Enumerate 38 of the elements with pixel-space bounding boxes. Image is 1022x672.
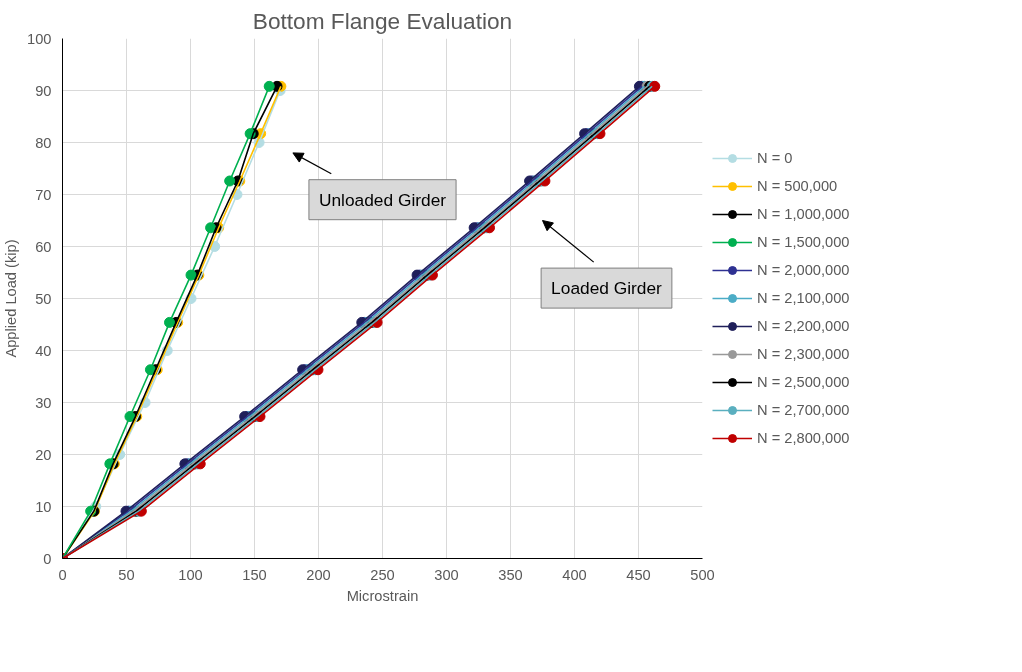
x-tick-label: 50 [118,566,135,583]
annotation: Unloaded Girder [318,189,447,210]
legend-label: N = 500,000 [757,178,838,194]
legend-label: N = 0 [757,150,793,166]
legend-label: N = 2,300,000 [757,346,850,362]
legend-label: N = 2,800,000 [757,430,850,446]
y-tick-label: 10 [35,498,52,515]
y-axis-title: Applied Load (kip) [3,239,20,358]
y-tick-label: 0 [43,550,52,567]
legend-label: N = 2,200,000 [757,318,850,334]
y-tick-label: 60 [35,238,52,255]
y-tick-label: 90 [35,82,52,99]
y-tick-label: 30 [35,394,52,411]
x-tick-label: 500 [690,566,715,583]
chart-title: Bottom Flange Evaluation [252,7,513,34]
x-tick-label: 300 [434,566,459,583]
legend-label: N = 2,100,000 [757,290,850,306]
legend-label: N = 1,500,000 [757,234,850,250]
legend-label: N = 2,700,000 [757,402,850,418]
x-tick-label: 0 [58,566,67,583]
x-tick-label: 450 [626,566,651,583]
legend-label: N = 2,500,000 [757,374,850,390]
y-tick-label: 50 [35,290,52,307]
annotation: Loaded Girder [551,278,663,299]
y-tick-label: 100 [27,30,52,47]
x-tick-label: 200 [306,566,331,583]
x-axis-title: Microstrain [346,587,419,604]
x-tick-label: 400 [562,566,587,583]
x-tick-label: 350 [498,566,523,583]
y-tick-label: 20 [35,446,52,463]
legend-label: N = 2,000,000 [757,262,850,278]
x-tick-label: 150 [242,566,267,583]
y-tick-label: 40 [35,342,52,359]
y-tick-label: 80 [35,134,52,151]
y-tick-label: 70 [35,186,52,203]
legend-label: N = 1,000,000 [757,206,850,222]
x-tick-label: 250 [370,566,395,583]
x-tick-label: 100 [178,566,203,583]
